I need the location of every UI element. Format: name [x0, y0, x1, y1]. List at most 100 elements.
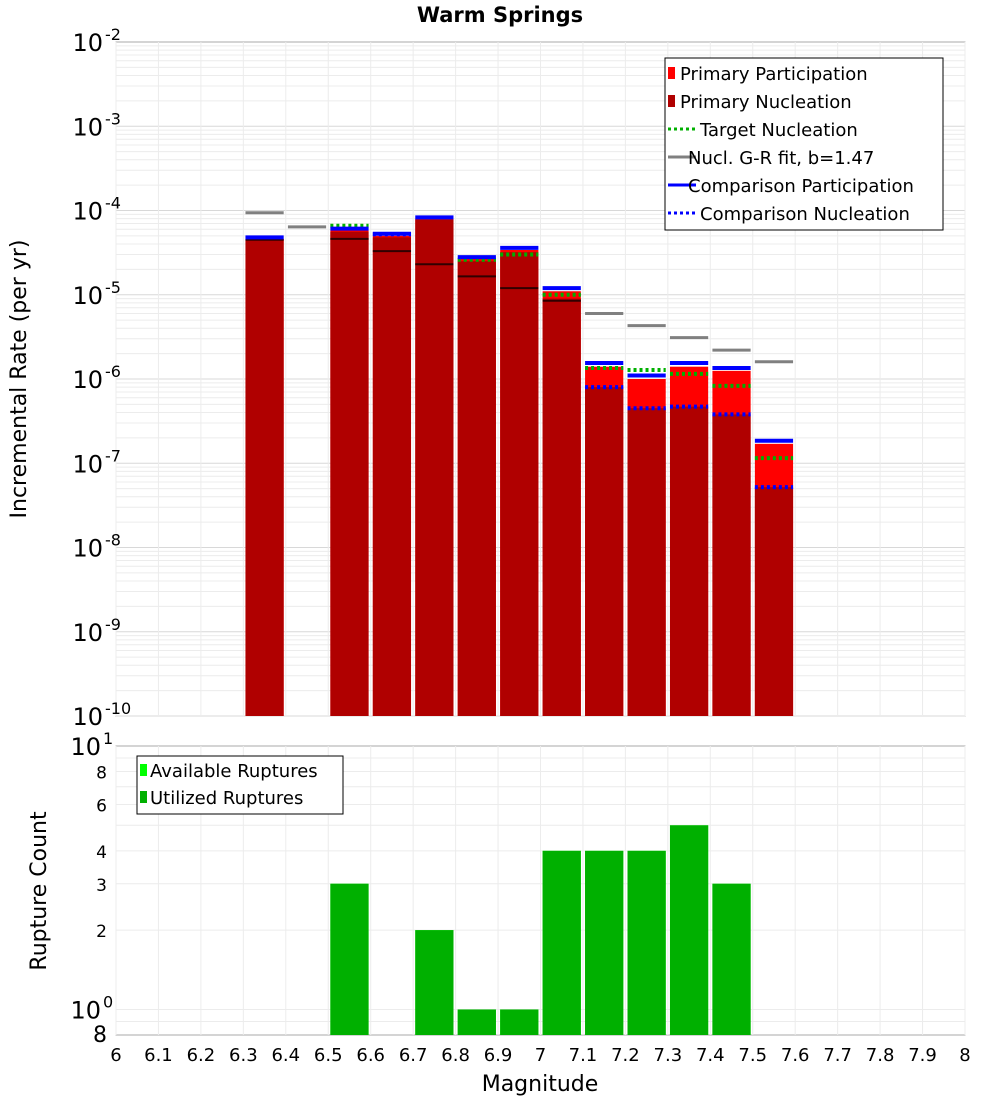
nucleation-bar	[627, 408, 666, 716]
rate-plot: 10-210-310-410-510-610-710-810-910-10 In…	[7, 25, 966, 731]
utilized-ruptures-bar	[500, 1009, 539, 1035]
count-plot-x-ticks: 6 6.1 6.2 6.3 6.4 6.5 6.6 6.7 6.8 6.9 7 7.1 7.2 7.3 7.…	[110, 1045, 970, 1066]
legend-label: Available Ruptures	[150, 761, 318, 782]
legend-label: Utilized Ruptures	[150, 788, 303, 809]
legend-label: Primary Participation	[680, 64, 868, 85]
legend-swatch	[668, 67, 675, 79]
count-plot-y-axis-label: Rupture Count	[27, 811, 52, 971]
x-tick-label: 7	[535, 1045, 546, 1066]
chart-title: Warm Springs	[417, 3, 583, 27]
utilized-ruptures-bar	[712, 883, 751, 1035]
y-tick-label: 10	[72, 450, 103, 478]
y-tick-exponent: -3	[105, 109, 121, 128]
utilized-ruptures-bar	[585, 850, 624, 1035]
legend-label: Primary Nucleation	[680, 92, 852, 113]
y-tick-label: 10	[72, 113, 103, 141]
y-tick-exponent: -5	[105, 278, 121, 297]
nucleation-bar	[585, 387, 624, 716]
y-tick-label: 10	[72, 703, 103, 731]
y-tick-label: 10	[72, 535, 103, 563]
x-tick-label: 6.3	[229, 1045, 258, 1066]
y-tick-label: 10	[70, 733, 101, 761]
nucleation-bar	[415, 219, 454, 716]
y-tick-exponent: 1	[103, 729, 113, 748]
y-tick-label: 10	[72, 366, 103, 394]
x-tick-label: 6.4	[271, 1045, 300, 1066]
y-tick-label: 10	[70, 996, 101, 1024]
legend-label: Nucl. G-R fit, b=1.47	[688, 148, 874, 169]
y-tick-label: 2	[96, 922, 107, 942]
legend-box	[664, 57, 944, 231]
y-tick-label: 8	[96, 764, 107, 784]
legend-box	[136, 755, 344, 815]
y-tick-exponent: 0	[103, 992, 113, 1011]
rate-plot-legend: Primary Participation Primary Nucleation T…	[664, 57, 944, 231]
rate-plot-lines	[245, 211, 794, 490]
y-tick-label: 8	[93, 1023, 107, 1048]
rate-plot-y-axis-label: Incremental Rate (per yr)	[7, 240, 32, 519]
nucleation-bar	[712, 414, 751, 716]
nucleation-bar	[457, 261, 496, 716]
x-tick-label: 7.1	[569, 1045, 598, 1066]
x-tick-label: 8	[959, 1045, 970, 1066]
nucleation-bar	[754, 487, 794, 716]
utilized-ruptures-bar	[542, 850, 581, 1035]
x-axis-label: Magnitude	[482, 1072, 599, 1097]
y-tick-exponent: -2	[105, 25, 121, 44]
utilized-ruptures-bar	[669, 825, 709, 1035]
legend-swatch	[668, 95, 675, 107]
x-tick-label: 7.3	[654, 1045, 683, 1066]
x-tick-label: 7.6	[781, 1045, 810, 1066]
y-tick-label: 3	[96, 876, 107, 896]
nucleation-bar	[500, 252, 539, 717]
nucleation-bar	[372, 237, 412, 717]
x-tick-label: 6.9	[484, 1045, 513, 1066]
x-tick-label: 6.6	[356, 1045, 385, 1066]
utilized-ruptures-bar	[457, 1009, 496, 1035]
x-tick-label: 6	[110, 1045, 121, 1066]
x-tick-label: 7.2	[611, 1045, 640, 1066]
x-tick-label: 6.1	[144, 1045, 173, 1066]
legend-swatch	[140, 764, 147, 776]
y-tick-exponent: -4	[105, 194, 121, 213]
y-tick-label: 4	[96, 843, 107, 863]
x-tick-label: 6.8	[441, 1045, 470, 1066]
x-tick-label: 7.5	[738, 1045, 767, 1066]
utilized-ruptures-bar	[627, 850, 666, 1035]
x-tick-label: 7.7	[823, 1045, 852, 1066]
x-tick-label: 7.4	[696, 1045, 725, 1066]
y-tick-label: 10	[72, 29, 103, 57]
y-tick-label: 10	[72, 619, 103, 647]
x-tick-label: 6.5	[314, 1045, 343, 1066]
utilized-ruptures-bar	[330, 883, 369, 1035]
legend-label: Comparison Nucleation	[700, 204, 910, 225]
y-tick-label: 6	[96, 796, 107, 816]
y-tick-label: 10	[72, 198, 103, 226]
x-tick-label: 6.2	[187, 1045, 216, 1066]
y-tick-exponent: -10	[105, 699, 131, 718]
y-tick-exponent: -7	[105, 446, 121, 465]
y-tick-exponent: -8	[105, 531, 121, 550]
legend-label: Comparison Participation	[688, 176, 914, 197]
nucleation-bar	[330, 231, 369, 717]
y-tick-label: 10	[72, 282, 103, 310]
nucleation-bar	[245, 238, 284, 716]
utilized-ruptures-bar	[415, 930, 454, 1035]
x-tick-label: 6.7	[399, 1045, 428, 1066]
rate-plot-bars	[245, 218, 794, 717]
count-plot-legend: Available Ruptures Utilized Ruptures	[136, 755, 344, 815]
x-tick-label: 7.8	[866, 1045, 895, 1066]
legend-swatch	[140, 791, 147, 803]
y-tick-exponent: -9	[105, 615, 121, 634]
legend-label: Target Nucleation	[699, 120, 858, 141]
count-plot-bars	[330, 825, 751, 1035]
nucleation-bar	[542, 298, 581, 716]
x-tick-label: 7.9	[908, 1045, 937, 1066]
rate-plot-y-ticks: 10-210-310-410-510-610-710-810-910-10	[72, 25, 131, 731]
y-tick-exponent: -6	[105, 362, 121, 381]
nucleation-bar	[669, 406, 709, 716]
